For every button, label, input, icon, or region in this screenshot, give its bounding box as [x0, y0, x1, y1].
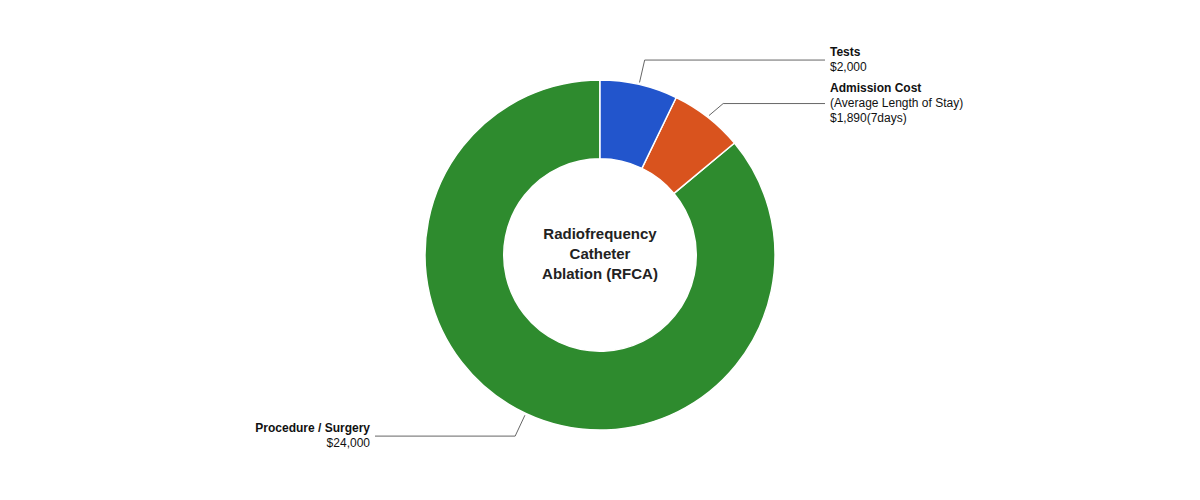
center-line: Catheter [570, 245, 631, 262]
annotation-text: $2,000 [830, 60, 867, 74]
leader-line [640, 60, 825, 82]
annotation-text: $24,000 [327, 436, 371, 450]
annotation-label: Tests [830, 45, 861, 59]
slice [425, 80, 775, 430]
leader-line [709, 104, 825, 116]
center-line: Radiofrequency [543, 225, 657, 242]
center-text: Radiofrequency Catheter Ablation (RFCA) [542, 225, 658, 282]
slice [600, 80, 676, 168]
annotation-text: (Average Length of Stay) [830, 96, 963, 110]
center-line: Ablation (RFCA) [542, 265, 658, 282]
leader-line [375, 415, 525, 436]
slices [425, 80, 775, 430]
annotation-label: Procedure / Surgery [255, 421, 370, 435]
annotation-text: $1,890(7days) [830, 111, 907, 125]
donut: RadiofrequencyCatheterAblation (RFCA)Pro… [255, 45, 963, 450]
annotation-label: Admission Cost [830, 81, 921, 95]
chart-container: RadiofrequencyCatheterAblation (RFCA)Pro… [0, 0, 1200, 500]
chart-svg: RadiofrequencyCatheterAblation (RFCA)Pro… [0, 0, 1200, 500]
annotations: Procedure / Surgery$24,000 Admission Cost… [255, 45, 963, 450]
